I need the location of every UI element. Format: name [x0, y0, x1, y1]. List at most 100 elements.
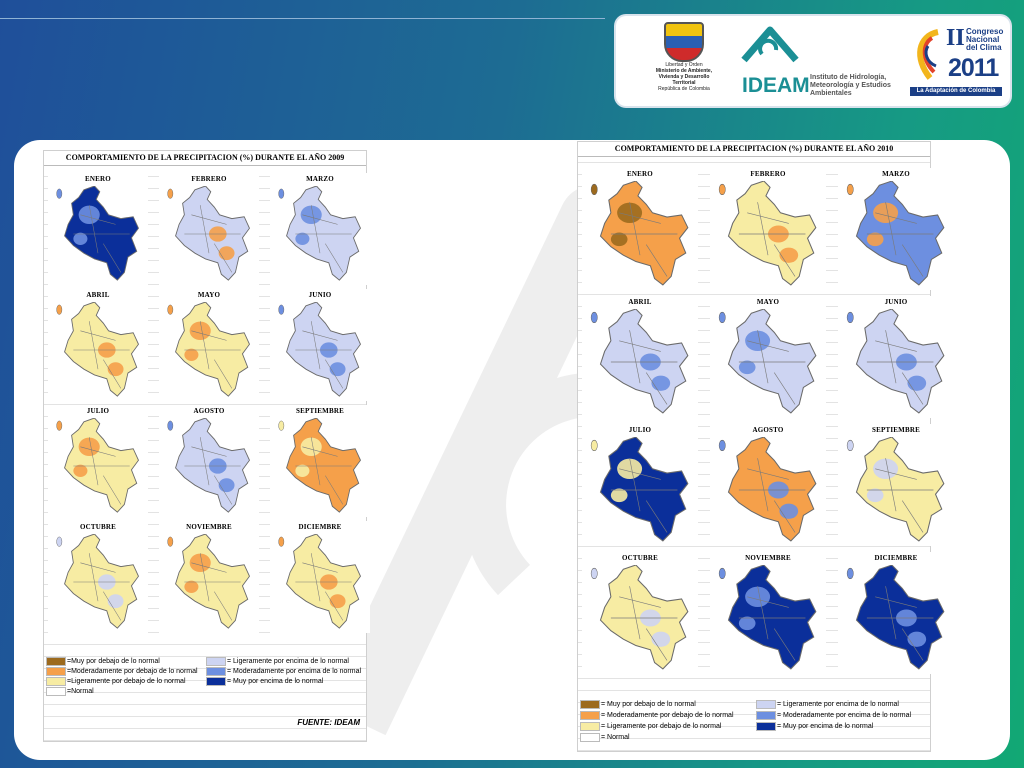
month-map-febrero: FEBRERO	[159, 173, 259, 285]
month-label: NOVIEMBRE	[186, 523, 232, 531]
legend-item-lig-encima: = Ligeramente por encima de lo normal	[206, 657, 349, 667]
legend-text: = Moderadamente por encima de lo normal	[227, 668, 362, 675]
legend-text: = Ligeramente por encima de lo normal	[777, 701, 899, 708]
month-map-julio: JULIO	[582, 424, 698, 546]
legend-swatch	[206, 667, 226, 676]
legend-swatch	[580, 711, 600, 720]
legend-text: =Moderadamente por debajo de lo normal	[67, 668, 198, 675]
month-label: ABRIL	[628, 298, 652, 306]
legend-text: = Muy por encima de lo normal	[777, 723, 874, 730]
ideam-logo: IDEAM Instituto de Hidrología, Meteorolo…	[738, 22, 908, 100]
colombia-map	[56, 302, 139, 397]
month-map-diciembre: DICIEMBRE	[838, 552, 954, 674]
legend-item-muy-debajo: = Muy por debajo de lo normal	[580, 700, 696, 710]
month-label: DICIEMBRE	[298, 523, 342, 531]
colombia-map	[590, 309, 689, 414]
legend-item-mod-debajo: = Moderadamente por debajo de lo normal	[580, 711, 734, 721]
colombia-map	[718, 309, 817, 414]
month-label: OCTUBRE	[79, 523, 117, 531]
ideam-arch-icon	[741, 26, 799, 63]
colombia-map	[56, 534, 139, 629]
month-map-noviembre: NOVIEMBRE	[159, 521, 259, 633]
legend-text: =Normal	[67, 688, 94, 695]
precipitation-2010-sheet: COMPORTAMIENTO DE LA PRECIPITACION (%) D…	[577, 141, 954, 752]
legend-text: = Muy por debajo de lo normal	[601, 701, 696, 708]
month-map-marzo: MARZO	[270, 173, 370, 285]
colombia-map	[56, 418, 139, 513]
month-map-julio: JULIO	[48, 405, 148, 517]
colombia-map	[846, 181, 945, 286]
ministerio-line1: Ministerio de Ambiente,	[655, 68, 713, 74]
sheet-2010-title: COMPORTAMIENTO DE LA PRECIPITACION (%) D…	[578, 142, 930, 157]
month-map-enero: ENERO	[48, 173, 148, 285]
month-label: JULIO	[628, 426, 652, 434]
ministerio-line2: Vivienda y Desarrollo Territorial	[658, 74, 710, 86]
month-label: MAYO	[756, 298, 780, 306]
legend-item-mod-debajo: =Moderadamente por debajo de lo normal	[46, 667, 198, 677]
ministerio-line3: República de Colombia	[658, 86, 710, 92]
legend-text: = Moderadamente por encima de lo normal	[777, 712, 912, 719]
month-map-agosto: AGOSTO	[710, 424, 826, 546]
colombia-map	[278, 186, 361, 281]
month-map-abril: ABRIL	[48, 289, 148, 401]
month-label: JUNIO	[308, 291, 332, 299]
month-label: JULIO	[86, 407, 110, 415]
legend-swatch	[756, 722, 776, 731]
colombia-map	[167, 302, 250, 397]
colombia-map	[590, 437, 689, 542]
month-map-noviembre: NOVIEMBRE	[710, 552, 826, 674]
legend-swatch	[206, 657, 226, 666]
colombia-map	[590, 565, 689, 670]
legend-item-mod-encima: = Moderadamente por encima de lo normal	[756, 711, 911, 721]
month-label: ENERO	[627, 170, 653, 178]
colombia-map	[167, 418, 250, 513]
legend-text: = Muy por encima de lo normal	[227, 678, 324, 685]
legend-item-normal: =Normal	[46, 687, 94, 697]
legend-swatch	[756, 711, 776, 720]
colombia-map	[278, 302, 361, 397]
colombia-map	[846, 437, 945, 542]
congreso-year: 2011	[948, 54, 999, 82]
legend-item-muy-encima: = Muy por encima de lo normal	[756, 722, 873, 732]
month-label: DICIEMBRE	[874, 554, 918, 562]
legend-2009: =Muy por debajo de lo normal =Moderadamen…	[46, 657, 364, 707]
legend-text: = Ligeramente por debajo de lo normal	[601, 723, 722, 730]
month-label: JUNIO	[884, 298, 908, 306]
congreso-logo: II Congreso Nacional del Clima 2011 La A…	[908, 22, 1004, 100]
legend-swatch	[46, 687, 66, 696]
month-label: MAYO	[197, 291, 221, 299]
legend-item-muy-encima: = Muy por encima de lo normal	[206, 677, 323, 687]
colombia-map	[846, 565, 945, 670]
congreso-swirl-icon	[917, 29, 939, 80]
legend-text: = Normal	[601, 734, 630, 741]
legend-swatch	[46, 667, 66, 676]
colombia-map	[718, 565, 817, 670]
source-credit: FUENTE: IDEAM	[297, 718, 360, 727]
month-map-enero: ENERO	[582, 168, 698, 290]
colombia-map	[278, 534, 361, 629]
colombia-map	[56, 186, 139, 281]
month-label: ABRIL	[86, 291, 110, 299]
legend-item-lig-debajo: =Ligeramente por debajo de lo normal	[46, 677, 186, 687]
legend-text: = Moderadamente por debajo de lo normal	[601, 712, 734, 719]
legend-text: = Ligeramente por encima de lo normal	[227, 658, 349, 665]
month-label: NOVIEMBRE	[745, 554, 791, 562]
month-label: SEPTIEMBRE	[296, 407, 344, 415]
colombia-map	[718, 437, 817, 542]
month-map-febrero: FEBRERO	[710, 168, 826, 290]
month-map-septiembre: SEPTIEMBRE	[838, 424, 954, 546]
legend-swatch	[46, 677, 66, 686]
month-label: MARZO	[882, 170, 910, 178]
content-panel: COMPORTAMIENTO DE LA PRECIPITACION (%) D…	[14, 140, 1010, 760]
month-map-junio: JUNIO	[270, 289, 370, 401]
legend-swatch	[206, 677, 226, 686]
month-map-marzo: MARZO	[838, 168, 954, 290]
legend-item-lig-debajo: = Ligeramente por debajo de lo normal	[580, 722, 721, 732]
month-label: SEPTIEMBRE	[872, 426, 920, 434]
colombia-map	[846, 309, 945, 414]
month-label: ENERO	[85, 175, 111, 183]
month-map-agosto: AGOSTO	[159, 405, 259, 517]
colombia-map	[718, 181, 817, 286]
colombia-map	[590, 181, 689, 286]
month-label: AGOSTO	[752, 426, 784, 434]
